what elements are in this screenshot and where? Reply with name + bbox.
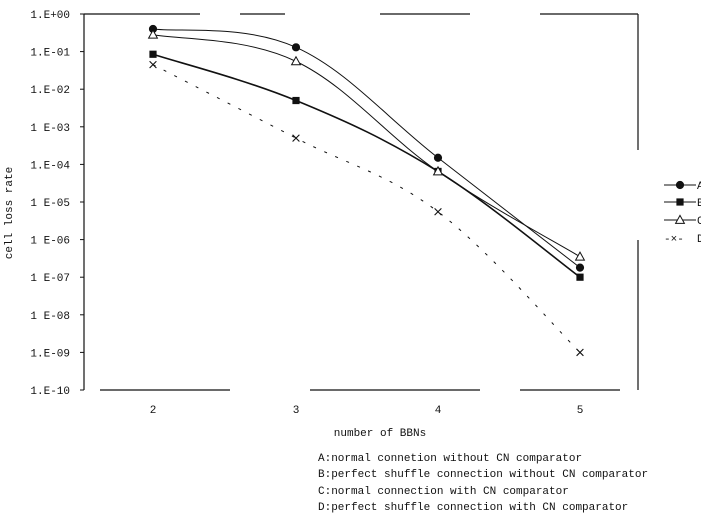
legend-entry-a: A [664, 180, 701, 193]
y-tick-label: 1.E-04 [30, 160, 70, 172]
series-d-point [434, 207, 442, 216]
x-tick-label: 5 [577, 405, 584, 417]
series-b-point [149, 50, 157, 58]
x-tick-label: 4 [435, 405, 442, 417]
note-c: C:normal connection with CN comparator [318, 486, 569, 498]
y-axis-tick-labels: 1.E+00 1.E-01 1.E-02 1 E-03 1.E-04 1 E-05 1 E-… [30, 10, 84, 398]
series-c-point [574, 251, 586, 261]
x-axis-label: number of BBNs [334, 428, 426, 440]
y-tick-label: 1 E-07 [30, 273, 70, 285]
y-tick-label: 1.E-10 [30, 386, 70, 398]
series-layer [147, 24, 586, 357]
y-tick-label: 1 E-08 [30, 311, 70, 323]
series-a-line [152, 28, 581, 268]
legend: ABC -×- D [664, 180, 701, 246]
plot-frame [83, 13, 639, 391]
series-descriptions: A:normal connetion without CN comparator… [318, 453, 648, 514]
y-tick-label: 1 E-05 [30, 198, 70, 210]
y-tick-label: 1 E-06 [30, 236, 70, 248]
note-a: A:normal connetion without CN comparator [318, 453, 582, 465]
legend-entry-d: -×- D [664, 234, 701, 246]
series-c-line [152, 34, 581, 258]
series-c-point [147, 29, 159, 39]
legend-marker-d: -×- [664, 234, 684, 246]
legend-entry-c: C [664, 214, 701, 228]
legend-marker-a [675, 180, 685, 190]
y-axis-label: cell loss rate [4, 167, 16, 259]
series-a-point [433, 153, 443, 162]
series-a [148, 24, 585, 272]
y-tick-label: 1.E-01 [30, 48, 70, 60]
series-d-point [292, 134, 300, 142]
note-d: D:perfect shuffle connection with CN com… [318, 502, 628, 514]
x-tick-label: 2 [150, 405, 157, 417]
series-b [149, 50, 584, 281]
series-a-point [291, 43, 301, 52]
series-d-point [149, 60, 157, 69]
legend-label-c: C [697, 216, 701, 228]
x-tick-label: 3 [293, 405, 300, 417]
legend-label-d: D [697, 234, 701, 246]
y-tick-label: 1.E-09 [30, 348, 70, 360]
series-b-point [576, 273, 584, 281]
note-b: B:perfect shuffle connection without CN … [318, 469, 648, 481]
x-axis-tick-labels: 2 3 4 5 [150, 405, 584, 417]
series-b-point [292, 96, 300, 105]
y-tick-label: 1.E-02 [30, 85, 70, 97]
legend-label-b: B [697, 198, 701, 210]
legend-marker-c [674, 214, 686, 224]
legend-label-a: A [697, 181, 701, 193]
series-d-point [576, 348, 584, 357]
y-tick-label: 1.E+00 [30, 10, 70, 22]
series-c-point [290, 55, 302, 66]
legend-entry-b: B [664, 198, 701, 210]
y-tick-label: 1 E-03 [30, 123, 70, 135]
series-a-point [575, 263, 585, 272]
legend-marker-b [676, 198, 684, 206]
series-c [147, 29, 586, 261]
series-d-line [152, 64, 581, 353]
series-c-point [432, 165, 444, 176]
series-b-line [152, 53, 581, 278]
series-d [149, 60, 584, 357]
